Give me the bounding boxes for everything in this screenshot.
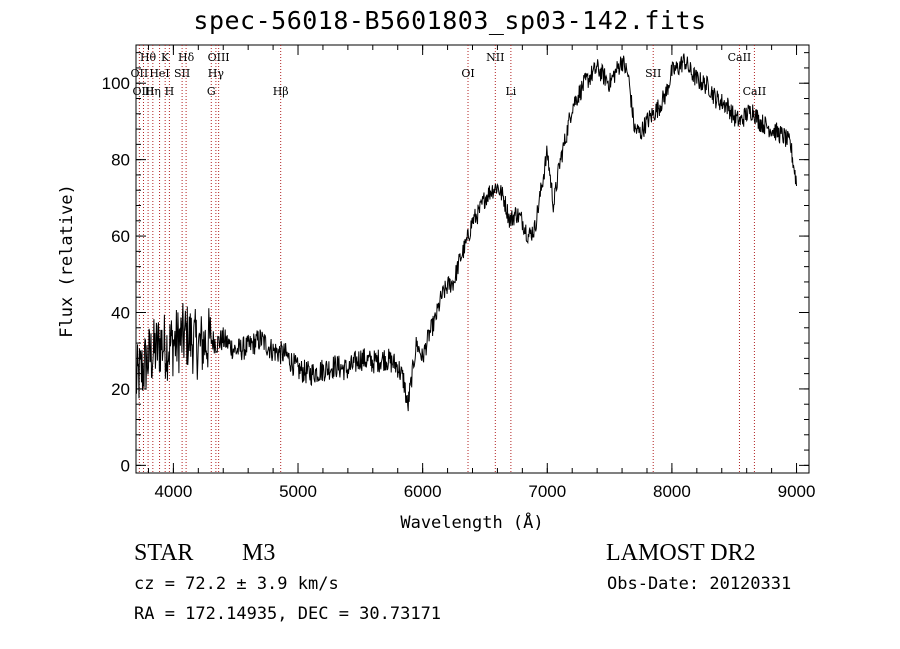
axes: 4000 5000 6000 7000 8000 9000 0 20 40 60 80 100: [102, 45, 816, 501]
redshift-cz: cz = 72.2 ± 3.9 km/s: [134, 574, 339, 594]
spectral-line-label: CaII: [743, 85, 767, 98]
x-tick-label: 9000: [778, 482, 816, 501]
y-tick-label: 80: [111, 151, 130, 170]
spectral-line-label: SII: [174, 67, 190, 80]
spectral-line-markers: Hθ OII OIII HeI Hη K H SII Hδ G OIII Hγ Hβ OI NII Li SII…: [131, 45, 767, 473]
y-tick-label: 20: [111, 380, 130, 399]
y-tick-label: 40: [111, 304, 130, 323]
x-tick-label: 6000: [404, 482, 442, 501]
spectral-line-label: NII: [486, 51, 504, 64]
chart-title: spec-56018-B5601803_sp03-142.fits: [193, 6, 707, 35]
spectral-line-label: Hδ: [178, 51, 195, 64]
coordinates: RA = 172.14935, DEC = 30.73171: [134, 604, 442, 624]
spectrum-line: [135, 53, 797, 412]
spectral-line-label: H: [165, 85, 175, 98]
spectral-line-label: K: [161, 51, 170, 64]
spectral-line-label: CaII: [728, 51, 752, 64]
spectral-line-label: OI: [461, 67, 474, 80]
object-subclass: M3: [242, 540, 276, 566]
x-tick-label: 8000: [653, 482, 691, 501]
spectral-line-label: HeI: [149, 67, 169, 80]
x-tick-label: 4000: [154, 482, 192, 501]
obs-date: Obs-Date: 20120331: [607, 574, 792, 594]
x-tick-label: 7000: [528, 482, 566, 501]
object-class: STAR: [134, 540, 194, 566]
spectral-line-label: Li: [505, 85, 516, 98]
x-axis-label: Wavelength (Å): [400, 511, 543, 533]
spectral-line-label: G: [207, 85, 216, 98]
y-tick-label: 100: [102, 74, 130, 93]
spectral-line-label: OII: [131, 67, 149, 80]
spectral-line-label: Hη: [145, 85, 161, 98]
spectral-line-label: Hβ: [273, 85, 289, 98]
y-axis-label: Flux (relative): [57, 184, 77, 338]
spectral-line-label: Hγ: [208, 67, 225, 80]
y-tick-label: 60: [111, 227, 130, 246]
survey-name: LAMOST DR2: [606, 540, 756, 566]
x-tick-label: 5000: [279, 482, 317, 501]
plot-frame: [135, 44, 810, 474]
y-tick-label: 0: [121, 456, 130, 475]
spectral-line-label: SII: [645, 67, 661, 80]
spectral-line-label: OIII: [208, 51, 230, 64]
spectral-line-label: Hθ: [140, 51, 157, 64]
spectral-line-label: OIII: [132, 85, 154, 98]
